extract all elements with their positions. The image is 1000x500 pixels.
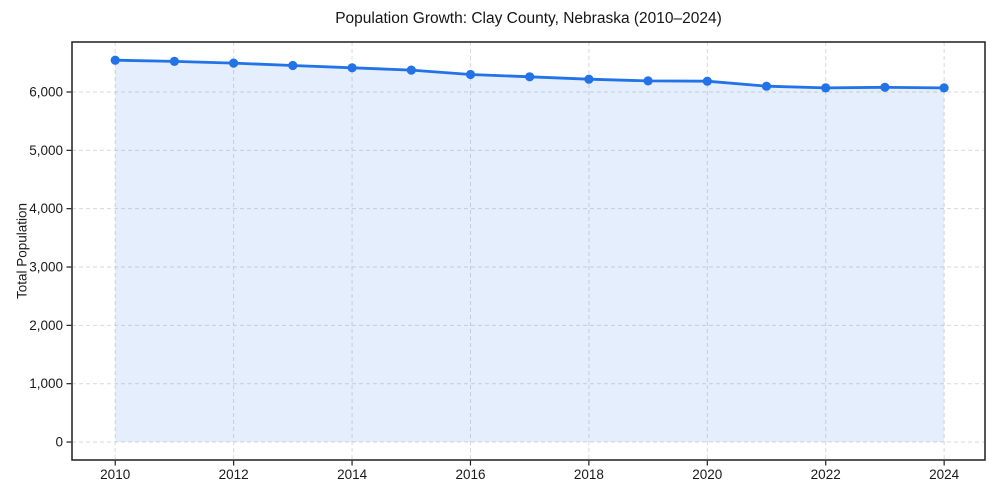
- x-tick-label: 2024: [929, 467, 960, 482]
- x-tick-label: 2014: [337, 467, 368, 482]
- x-tick-label: 2016: [455, 467, 485, 482]
- x-tick-label: 2020: [692, 467, 722, 482]
- x-tick-label: 2018: [574, 467, 604, 482]
- data-point-2018: [584, 74, 594, 84]
- data-point-2014: [347, 63, 357, 73]
- y-tick-label: 3,000: [29, 260, 63, 275]
- x-axis: 2010 2012 2014 2016 2018 2020 2022 2024: [100, 460, 960, 482]
- plot-border: [71, 41, 986, 461]
- data-points: [110, 55, 949, 93]
- x-tick-label: 2010: [100, 467, 130, 482]
- data-point-2019: [643, 76, 653, 86]
- y-tick-label: 1,000: [29, 376, 63, 391]
- y-tick-label: 4,000: [29, 201, 63, 216]
- data-point-2011: [169, 56, 179, 66]
- grid: [72, 42, 985, 460]
- data-point-2021: [761, 81, 772, 91]
- x-tick-label: 2022: [811, 467, 841, 482]
- data-point-2013: [288, 60, 298, 71]
- data-point-2022: [821, 83, 831, 93]
- data-point-2017: [525, 72, 535, 82]
- y-tick-label: 5,000: [29, 143, 63, 158]
- area-fill: [115, 60, 945, 442]
- y-tick-label: 2,000: [29, 318, 63, 333]
- data-point-2023: [880, 82, 890, 92]
- data-point-2010: [110, 55, 120, 65]
- x-tick-label: 2012: [219, 467, 249, 482]
- y-tick-label: 0: [55, 435, 63, 450]
- data-point-2015: [406, 65, 416, 75]
- y-axis: 0 1,000 2,000 3,000 4,000 5,000 6,000: [29, 85, 72, 450]
- chart-title: Population Growth: Clay County, Nebraska…: [335, 10, 722, 27]
- data-point-2024: [939, 83, 949, 93]
- data-point-2012: [229, 58, 239, 68]
- y-tick-label: 6,000: [29, 85, 63, 100]
- data-point-2016: [465, 69, 476, 80]
- data-point-2020: [702, 76, 712, 86]
